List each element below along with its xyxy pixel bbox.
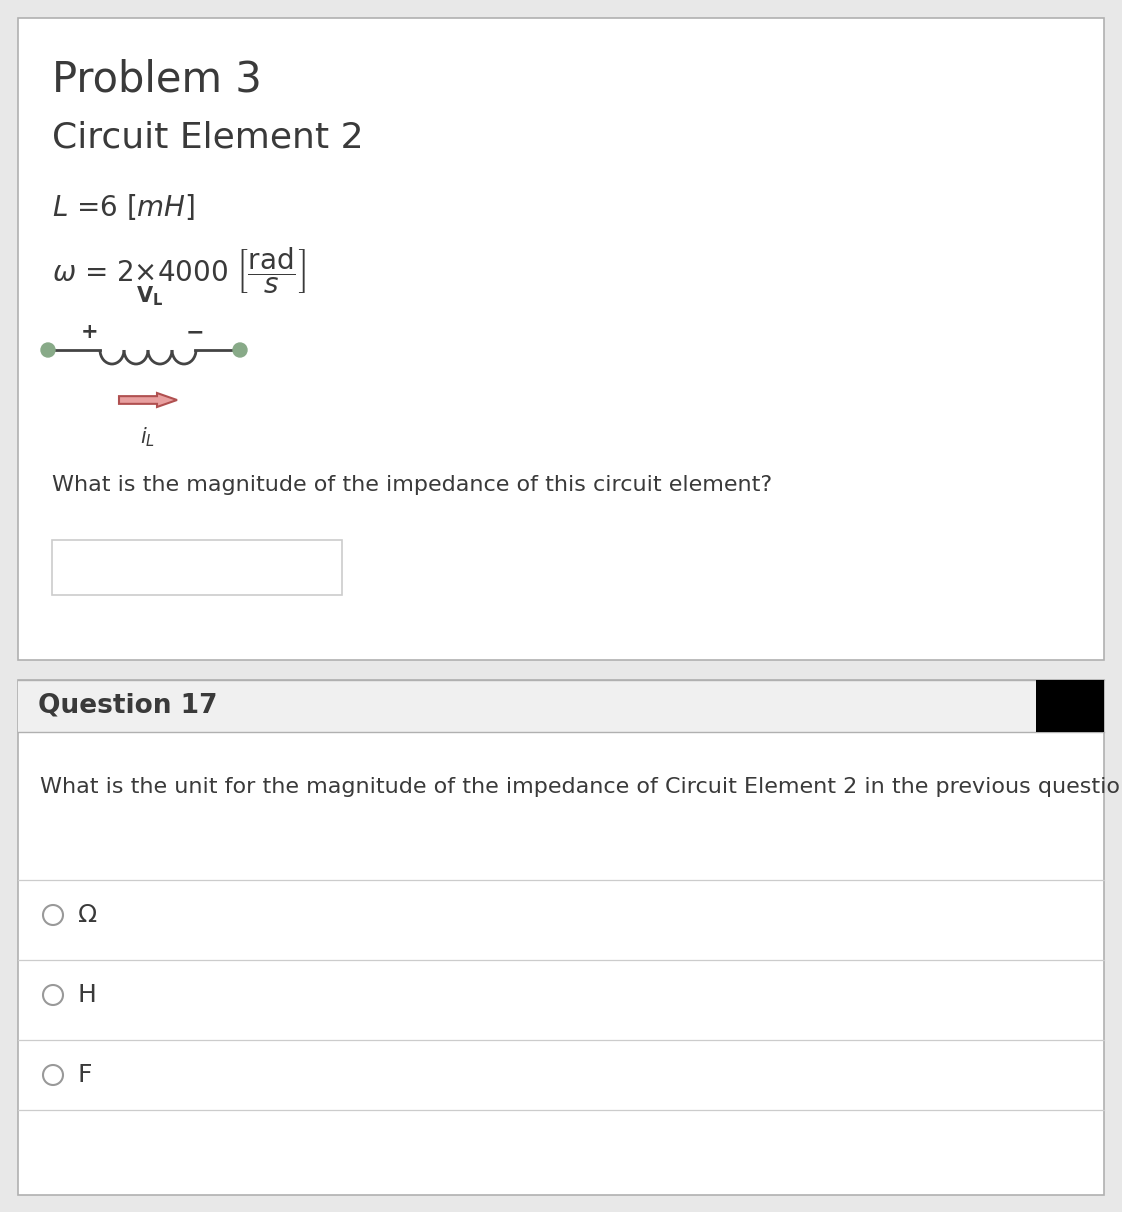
Text: $\mathit{L}$ =6 $[\mathit{mH}]$: $\mathit{L}$ =6 $[\mathit{mH}]$ [52,191,195,222]
FancyBboxPatch shape [52,541,342,595]
Circle shape [42,343,55,358]
Text: F: F [79,1063,92,1087]
Circle shape [233,343,247,358]
FancyBboxPatch shape [1036,680,1104,732]
Text: H: H [79,983,96,1007]
Text: What is the unit for the magnitude of the impedance of Circuit Element 2 in the : What is the unit for the magnitude of th… [40,777,1122,797]
FancyBboxPatch shape [18,680,1104,1195]
Text: −: − [185,322,204,342]
Text: $\mathit{\omega}$ = 2$\times$4000 $\left[\dfrac{\mathrm{rad}}{s}\right]$: $\mathit{\omega}$ = 2$\times$4000 $\left… [52,245,306,296]
FancyArrow shape [119,393,177,407]
Text: Problem 3: Problem 3 [52,58,261,101]
Text: $i_L$: $i_L$ [140,425,156,448]
FancyBboxPatch shape [18,18,1104,661]
Text: +: + [81,322,99,342]
Text: Ω: Ω [79,903,98,927]
FancyBboxPatch shape [18,680,1104,732]
Text: Question 17: Question 17 [38,693,218,719]
Text: What is the magnitude of the impedance of this circuit element?: What is the magnitude of the impedance o… [52,475,772,494]
Text: Circuit Element 2: Circuit Element 2 [52,120,364,154]
Text: $\mathbf{V_L}$: $\mathbf{V_L}$ [137,285,164,308]
